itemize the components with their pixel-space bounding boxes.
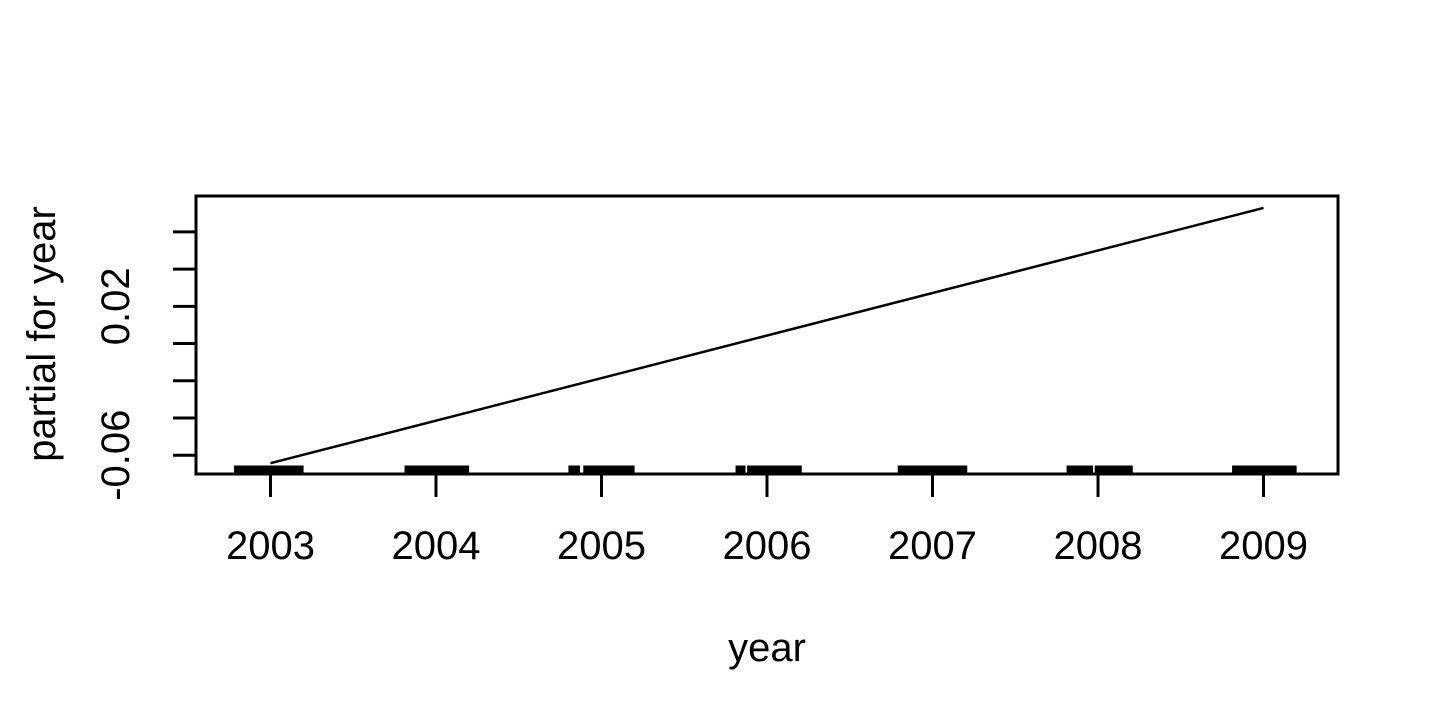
x-tick-label: 2003 — [226, 524, 315, 568]
x-tick-label: 2009 — [1219, 524, 1308, 568]
rug-mark — [747, 465, 802, 475]
y-axis-title: partial for year — [20, 206, 64, 462]
rug-mark — [404, 465, 470, 475]
partial-effect-line — [270, 206, 1264, 465]
y-tick-label: 0.02 — [94, 267, 138, 345]
rug-mark — [735, 465, 746, 475]
x-tick-label: 2005 — [557, 524, 646, 568]
rug-mark — [1232, 465, 1297, 475]
x-tick-label: 2008 — [1054, 524, 1143, 568]
x-axis-title: year — [728, 626, 806, 670]
rug-mark — [1094, 465, 1133, 475]
rug-mark — [897, 465, 968, 475]
x-tick-label: 2004 — [391, 524, 480, 568]
rug-mark — [583, 465, 635, 475]
x-tick-label: 2007 — [888, 524, 977, 568]
rug-mark — [1066, 465, 1094, 475]
y-tick-label: -0.06 — [94, 410, 138, 501]
rug-mark — [568, 465, 580, 475]
rug-mark — [234, 465, 304, 475]
x-tick-label: 2006 — [723, 524, 812, 568]
